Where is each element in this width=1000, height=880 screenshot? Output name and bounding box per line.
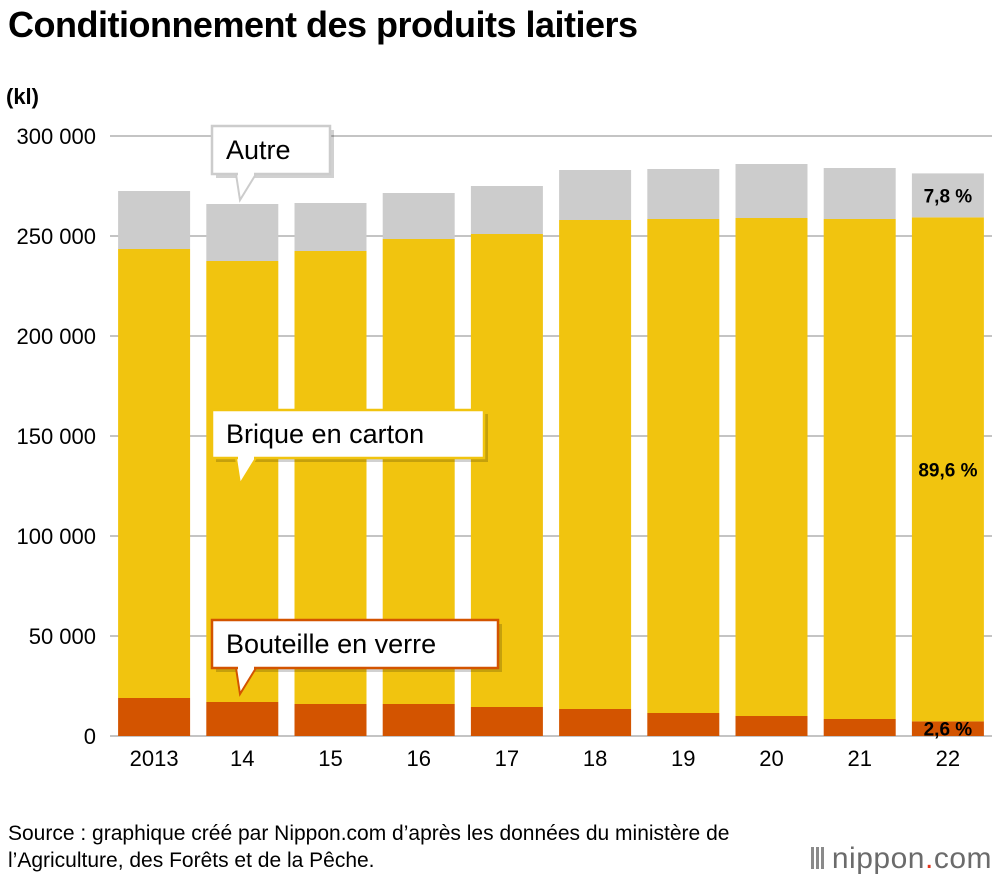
nippon-logo: nippon.com (810, 842, 992, 877)
x-tick-label-21: 21 (847, 746, 871, 771)
bar-autre-18 (559, 170, 632, 220)
y-tick-label-6: 300 000 (16, 124, 96, 149)
bar-bouteille-en-verre-21 (823, 719, 896, 736)
callout-box-bouteille-en-verre (210, 618, 500, 670)
y-tick-label-4: 200 000 (16, 324, 96, 349)
bar-autre-14 (206, 204, 279, 261)
bar-bouteille-en-verre-14 (206, 702, 279, 736)
bar-bouteille-en-verre-17 (470, 707, 543, 736)
stacked-bar-chart: 0 50 000 100 000 150 000 200 000 250 000 300 0… (16, 124, 992, 771)
y-tick-label-2: 100 000 (16, 524, 96, 549)
chart-title: Conditionnement des produits laitiers (8, 4, 638, 45)
bar-autre-15 (294, 203, 367, 251)
x-tick-label-16: 16 (406, 746, 430, 771)
x-tick-label-18: 18 (583, 746, 607, 771)
annotation-1: 89,6 % (918, 460, 977, 481)
logo-mark-icon (810, 843, 826, 877)
legend-label-brique-en-carton: Brique en carton (226, 419, 424, 449)
bar-autre-21 (823, 168, 896, 219)
x-tick-label-22: 22 (936, 746, 960, 771)
bar-autre-17 (470, 186, 543, 234)
x-tick-label-15: 15 (318, 746, 342, 771)
legend-label-autre: Autre (226, 135, 291, 165)
source-note: Source : graphique créé par Nippon.com d… (8, 822, 730, 872)
callout-tail-autre (234, 173, 258, 203)
annotation-0: 7,8 % (924, 186, 973, 207)
bar-bouteille-en-verre-18 (559, 709, 632, 736)
bar-bouteille-en-verre-22 (911, 721, 984, 736)
bar-brique-en-carton-2013 (118, 249, 191, 698)
bar-brique-en-carton-18 (559, 220, 632, 709)
annotation-2: 2,6 % (924, 719, 973, 740)
legend-label-bouteille-en-verre: Bouteille en verre (226, 629, 436, 659)
x-tick-label-19: 19 (671, 746, 695, 771)
bar-bouteille-en-verre-19 (647, 713, 720, 736)
logo-dot: . (924, 842, 934, 875)
callout-box-brique-en-carton (210, 408, 486, 460)
x-tick-label-2013: 2013 (130, 746, 179, 771)
x-tick-label-14: 14 (230, 746, 254, 771)
y-tick-label-0: 0 (84, 724, 96, 749)
bar-brique-en-carton-19 (647, 219, 720, 713)
bar-autre-16 (382, 193, 455, 239)
x-tick-label-20: 20 (759, 746, 783, 771)
callout-box-autre (210, 124, 332, 176)
bar-bouteille-en-verre-16 (382, 704, 455, 736)
logo-tld: com (933, 842, 992, 875)
bar-bouteille-en-verre-15 (294, 704, 367, 736)
y-tick-label-3: 150 000 (16, 424, 96, 449)
bar-brique-en-carton-22 (911, 217, 984, 722)
x-tick-label-17: 17 (495, 746, 519, 771)
bar-brique-en-carton-21 (823, 219, 896, 719)
y-axis-unit: (kl) (6, 84, 39, 109)
bar-autre-20 (735, 164, 808, 218)
bar-brique-en-carton-20 (735, 218, 808, 716)
bar-bouteille-en-verre-2013 (118, 698, 191, 736)
bar-autre-22 (911, 173, 984, 218)
y-tick-label-1: 50 000 (29, 624, 96, 649)
bar-bouteille-en-verre-20 (735, 716, 808, 736)
bar-autre-2013 (118, 191, 191, 249)
logo-name: nippon (831, 842, 925, 875)
y-tick-label-5: 250 000 (16, 224, 96, 249)
bar-autre-19 (647, 169, 720, 219)
